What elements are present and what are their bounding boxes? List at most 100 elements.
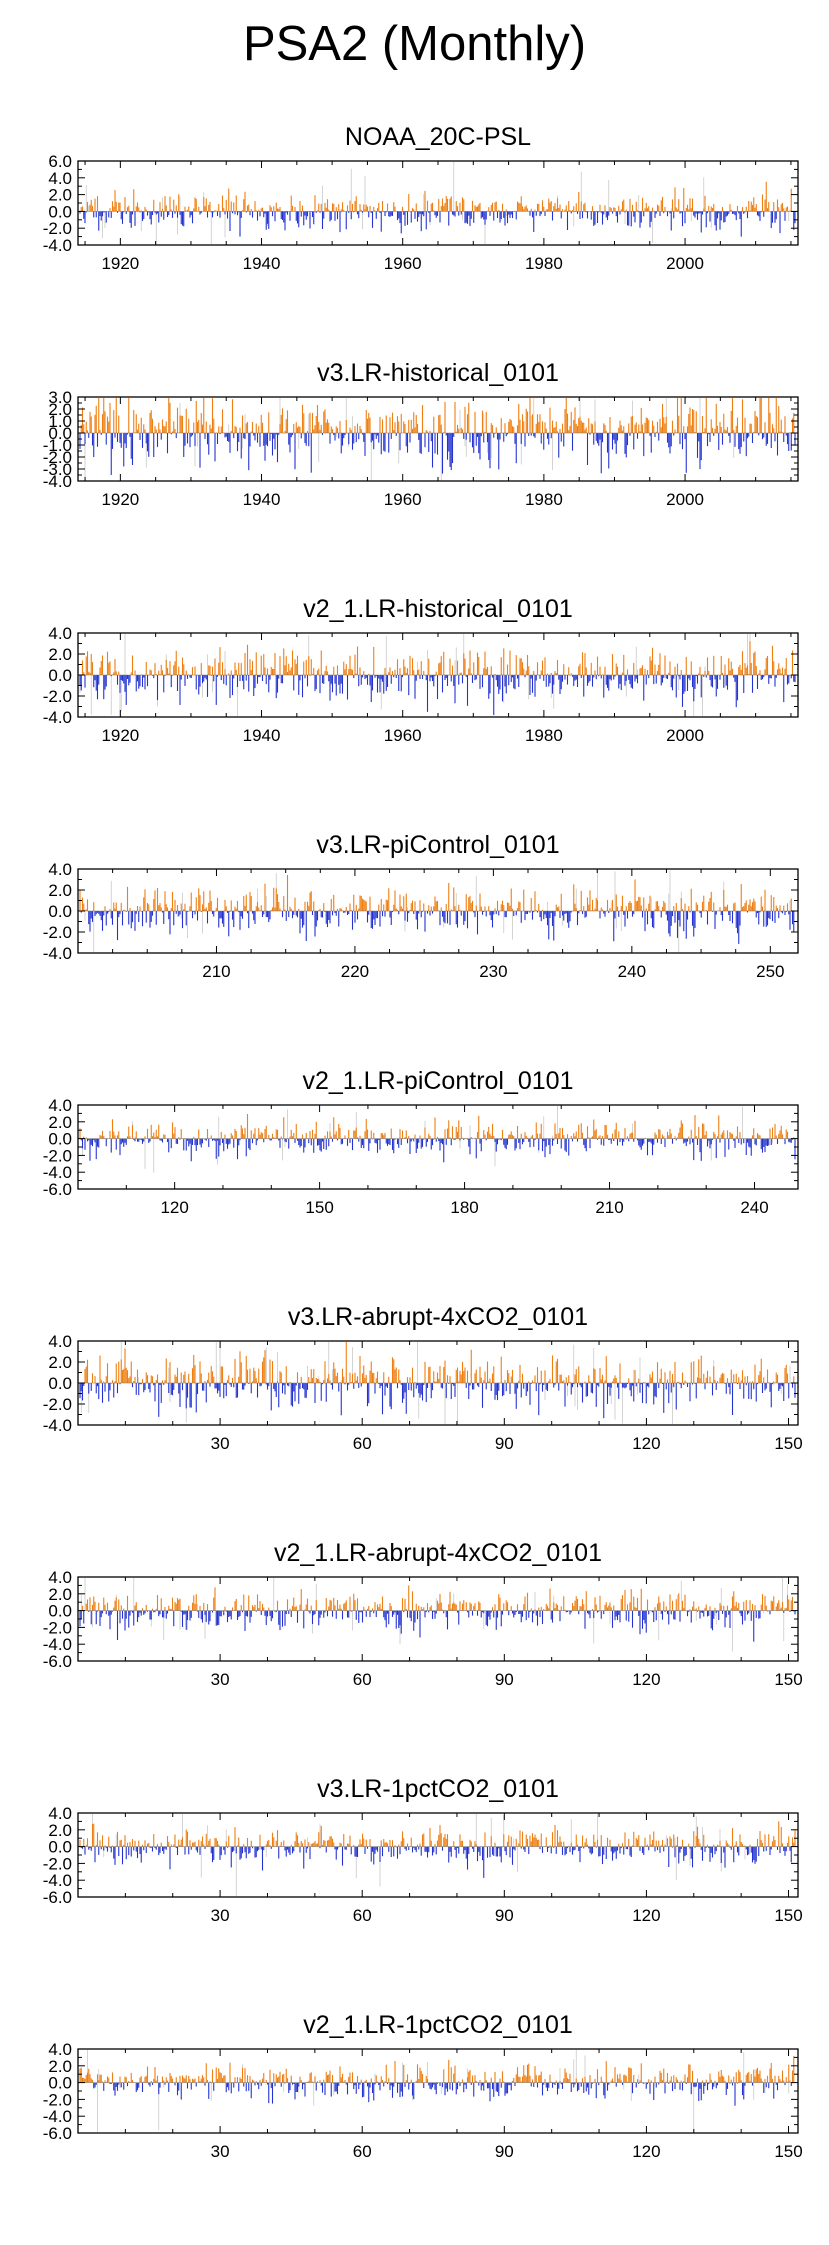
y-tick-label: -4.0 bbox=[43, 1163, 72, 1182]
chart-panel-8: v3.LR-1pctCO2_0101-6.0-4.0-2.00.02.04.03… bbox=[43, 1775, 803, 1925]
x-tick-label: 1940 bbox=[243, 254, 281, 273]
chart-title: v2_1.LR-historical_0101 bbox=[303, 595, 573, 623]
bar-series bbox=[79, 1578, 796, 1652]
y-tick-label: -4.0 bbox=[43, 236, 72, 255]
bar-series bbox=[79, 1106, 796, 1173]
x-tick-label: 60 bbox=[353, 1670, 372, 1689]
y-tick-label: 4.0 bbox=[48, 1332, 72, 1351]
chart-panel-6: v3.LR-abrupt-4xCO2_0101 -4.0 -2.0 0.0 2.0 4.0… bbox=[43, 1303, 803, 1453]
chart-title: v3.LR-piControl_0101 bbox=[316, 831, 559, 859]
y-tick-label: 4.0 bbox=[48, 624, 72, 643]
x-tick-label: 150 bbox=[774, 1670, 802, 1689]
y-tick-label: 0.0 bbox=[48, 202, 72, 221]
y-tick-label: 6.0 bbox=[48, 152, 72, 171]
x-tick-label: 150 bbox=[774, 1434, 802, 1453]
x-tick-label: 210 bbox=[595, 1198, 623, 1217]
bar-series bbox=[79, 1342, 796, 1424]
x-tick-label: 2000 bbox=[666, 254, 704, 273]
y-tick-label: 0.0 bbox=[48, 1130, 72, 1149]
y-tick-label: -3.0 bbox=[43, 460, 72, 479]
y-tick-label: 4.0 bbox=[48, 1568, 72, 1587]
chart-title: v2_1.LR-piControl_0101 bbox=[302, 1067, 573, 1095]
x-tick-label: 210 bbox=[202, 962, 230, 981]
chart-panel-1: NOAA_20C-PSL -4.0-2.00.02.04.06.0 1920 1940… bbox=[43, 123, 799, 273]
y-tick-label: 0.0 bbox=[48, 666, 72, 685]
x-tick-label: 1920 bbox=[101, 490, 139, 509]
x-tick-label: 240 bbox=[740, 1198, 768, 1217]
y-tick-label: 2.0 bbox=[48, 400, 72, 419]
y-tick-label: -2.0 bbox=[43, 219, 72, 238]
x-tick-label: 1920 bbox=[101, 254, 139, 273]
x-tick-label: 90 bbox=[495, 1670, 514, 1689]
x-tick-label: 30 bbox=[211, 1670, 230, 1689]
x-tick-label: 2000 bbox=[666, 490, 704, 509]
bar-series bbox=[79, 398, 796, 480]
y-tick-label: -2.0 bbox=[43, 923, 72, 942]
x-tick-label: 1940 bbox=[243, 490, 281, 509]
y-tick-label: -4.0 bbox=[43, 708, 72, 727]
x-tick-label: 120 bbox=[632, 1670, 660, 1689]
chart-panel-3: v2_1.LR-historical_0101 -4.0 -2.0 0.0 2.0 4.0… bbox=[43, 595, 799, 745]
y-tick-label: 1.0 bbox=[48, 412, 72, 431]
y-tick-label: 4.0 bbox=[48, 860, 72, 879]
chart-title: v3.LR-abrupt-4xCO2_0101 bbox=[288, 1303, 588, 1331]
x-tick-label: 30 bbox=[211, 1434, 230, 1453]
x-tick-label: 240 bbox=[618, 962, 646, 981]
chart-title: v2_1.LR-abrupt-4xCO2_0101 bbox=[274, 1539, 602, 1567]
y-tick-label: -2.0 bbox=[43, 448, 72, 467]
chart-panel-2: v3.LR-historical_0101 -4.0-3.0-2.0-1.00.0… bbox=[43, 359, 799, 509]
page-title: PSA2 (Monthly) bbox=[242, 17, 587, 71]
x-tick-label: 120 bbox=[160, 1198, 188, 1217]
y-tick-label: -2.0 bbox=[43, 687, 72, 706]
y-tick-label: -2.0 bbox=[43, 1146, 72, 1165]
x-tick-label: 250 bbox=[756, 962, 784, 981]
x-tick-label: 1980 bbox=[525, 254, 563, 273]
y-tick-label: 0.0 bbox=[48, 1602, 72, 1621]
chart-panel-5: v2_1.LR-piControl_0101 -6.0-4.0-2.00.02.0… bbox=[43, 1067, 799, 1217]
x-tick-label: 150 bbox=[305, 1198, 333, 1217]
y-tick-label: 2.0 bbox=[48, 186, 72, 205]
x-tick-label: 1980 bbox=[525, 726, 563, 745]
x-tick-label: 1980 bbox=[525, 490, 563, 509]
x-tick-label: 90 bbox=[495, 1434, 514, 1453]
chart-title: v3.LR-historical_0101 bbox=[317, 359, 559, 387]
chart-title: v3.LR-1pctCO2_0101 bbox=[317, 1775, 559, 1803]
y-tick-label: -2.0 bbox=[43, 1618, 72, 1637]
bar-series bbox=[79, 162, 796, 244]
x-tick-label: 220 bbox=[341, 962, 369, 981]
y-tick-label: 0.0 bbox=[48, 902, 72, 921]
y-tick-label: 0.0 bbox=[48, 1374, 72, 1393]
x-tick-label: 1940 bbox=[243, 726, 281, 745]
y-tick-label: 2.0 bbox=[48, 881, 72, 900]
x-tick-label: 120 bbox=[632, 1434, 660, 1453]
y-tick-label: -4.0 bbox=[43, 944, 72, 963]
x-tick-label: 1960 bbox=[384, 726, 422, 745]
y-tick-label: -4.0 bbox=[43, 1635, 72, 1654]
x-tick-label: 1960 bbox=[384, 254, 422, 273]
y-tick-label: 2.0 bbox=[48, 1353, 72, 1372]
bar-series bbox=[79, 870, 796, 952]
y-tick-label: -2.0 bbox=[43, 1395, 72, 1414]
y-tick-label: 2.0 bbox=[48, 645, 72, 664]
y-tick-label: 4.0 bbox=[48, 169, 72, 188]
chart-title: NOAA_20C-PSL bbox=[345, 123, 531, 151]
y-tick-label: 2.0 bbox=[48, 1113, 72, 1132]
chart-panel-4: v3.LR-piControl_0101 -4.0 -2.0 0.0 2.0 4.0 210… bbox=[43, 831, 799, 981]
x-tick-label: 60 bbox=[353, 1434, 372, 1453]
x-tick-label: 230 bbox=[479, 962, 507, 981]
y-tick-label: -6.0 bbox=[43, 1180, 72, 1199]
y-tick-label: 0.0 bbox=[48, 424, 72, 443]
bar-series bbox=[79, 1814, 796, 1896]
y-tick-label: 3.0 bbox=[48, 388, 72, 407]
x-tick-label: 1960 bbox=[384, 490, 422, 509]
y-tick-label: 4.0 bbox=[48, 1096, 72, 1115]
x-tick-label: 2000 bbox=[666, 726, 704, 745]
y-tick-label: -4.0 bbox=[43, 1416, 72, 1435]
y-tick-label: -4.0 bbox=[43, 472, 72, 491]
x-tick-label: 1920 bbox=[101, 726, 139, 745]
chart-panel-7: v2_1.LR-abrupt-4xCO2_0101 -6.0-4.0-2.00.0… bbox=[43, 1539, 803, 1689]
y-tick-label: 2.0 bbox=[48, 1585, 72, 1604]
y-tick-label: -1.0 bbox=[43, 436, 72, 455]
